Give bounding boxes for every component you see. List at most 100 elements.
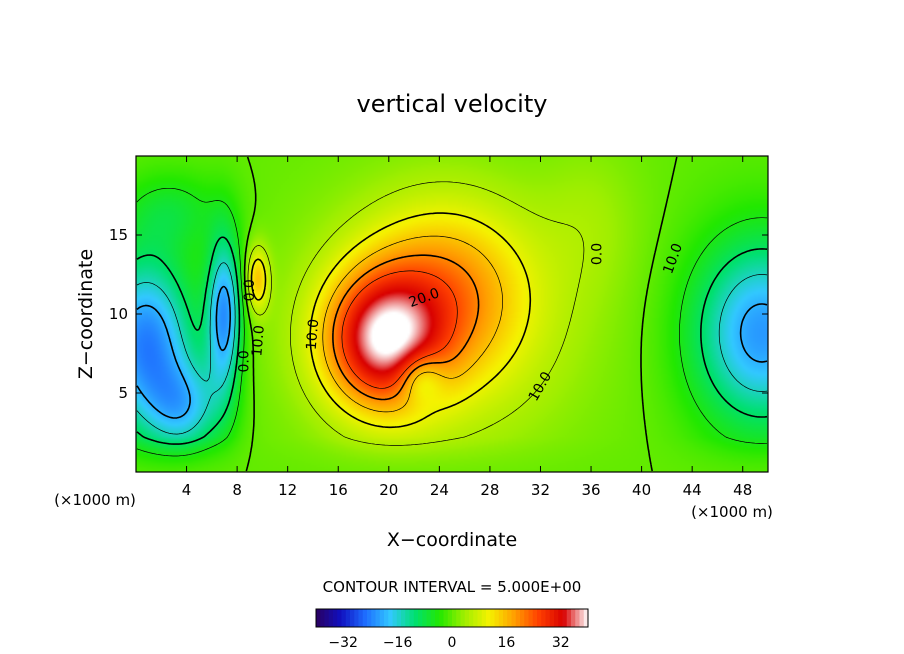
colorbar-swatch [435, 609, 440, 627]
colorbar-swatch [456, 609, 461, 627]
colorbar-swatch [392, 609, 398, 627]
colorbar-swatch [328, 609, 334, 627]
colorbar-swatch [405, 609, 410, 627]
colorbar-swatch [528, 609, 534, 627]
y-axis-label: Z−coordinate [75, 249, 97, 379]
colorbar-swatch [562, 609, 568, 627]
x-right-unit-label: (×1000 m) [691, 503, 773, 521]
colorbar-swatch [469, 609, 474, 627]
colorbar-frame [315, 608, 589, 628]
colorbar: −32 −16 0 16 32 [315, 608, 589, 651]
contour-line [136, 285, 768, 419]
chart-title: vertical velocity [357, 90, 548, 118]
colorbar-swatch [367, 609, 372, 627]
colorbar-swatch [575, 609, 580, 627]
colorbar-swatch [362, 609, 368, 627]
colorbar-swatch [333, 609, 338, 627]
colorbar-swatch [422, 609, 427, 627]
contour-line [243, 156, 678, 472]
colorbar-swatch [413, 609, 419, 627]
colorbar-swatch [371, 609, 376, 627]
colorbar-swatch [520, 609, 525, 627]
x-tick-label: 40 [632, 481, 651, 499]
colorbar-swatch [345, 609, 351, 627]
colorbar-swatch [401, 609, 406, 627]
colorbar-swatch [549, 609, 555, 627]
colorbar-swatch [473, 609, 478, 627]
x-tick-label: 48 [733, 481, 752, 499]
colorbar-tick-label: 32 [552, 635, 570, 651]
x-axis-label: X−coordinate [387, 529, 517, 551]
colorbar-tick-label: −32 [328, 635, 358, 651]
colorbar-swatch [341, 609, 347, 627]
colorbar-swatch [379, 609, 385, 627]
colorbar-swatch [486, 609, 491, 627]
y-tick-label: 15 [109, 226, 128, 244]
colorbar-swatch [507, 609, 512, 627]
x-tick-label: 16 [329, 481, 348, 499]
colorbar-swatch [537, 609, 542, 627]
colorbar-swatch [460, 609, 466, 627]
contour-label: 0.0 [242, 279, 258, 301]
x-left-unit-label: (×1000 m) [54, 491, 136, 509]
colorbar-swatch [354, 609, 359, 627]
colorbar-swatch [350, 609, 355, 627]
colorbar-tick-label: −16 [383, 635, 413, 651]
colorbar-swatch [481, 609, 487, 627]
colorbar-swatch [337, 609, 342, 627]
colorbar-swatch [532, 609, 538, 627]
x-tick-label: 36 [581, 481, 600, 499]
colorbar-swatch [452, 609, 457, 627]
x-tick-label: 44 [683, 481, 702, 499]
colorbar-swatch [541, 609, 546, 627]
x-tick-label: 12 [278, 481, 297, 499]
colorbar-swatch [515, 609, 521, 627]
colorbar-swatch [388, 609, 393, 627]
colorbar-tick-label: 16 [497, 635, 515, 651]
colorbar-swatch [418, 609, 423, 627]
colorbar-swatch [396, 609, 402, 627]
colorbar-swatch [447, 609, 453, 627]
colorbar-swatch [566, 609, 572, 627]
colorbar-swatch [439, 609, 444, 627]
colorbar-swatch [498, 609, 504, 627]
plot-area: 20.010.010.010.00.00.010.00.0 [135, 155, 769, 473]
colorbar-swatch [358, 609, 364, 627]
colorbar-swatch [464, 609, 470, 627]
contour-line [136, 187, 768, 457]
colorbar-swatch [490, 609, 495, 627]
x-tick-label: 8 [232, 481, 242, 499]
y-tick-label: 5 [118, 384, 128, 402]
vertical-velocity-field [136, 156, 768, 472]
colorbar-swatch [430, 609, 436, 627]
contour-label: 0.0 [237, 350, 253, 372]
colorbar-swatch [583, 609, 589, 627]
contour-line [247, 181, 585, 446]
colorbar-swatch [571, 609, 576, 627]
colorbar-swatch [324, 609, 330, 627]
colorbar-swatch [426, 609, 432, 627]
contour-interval-text: CONTOUR INTERVAL = 5.000E+00 [323, 578, 582, 596]
x-axis: 4 8 12 16 20 24 28 32 36 40 44 48 [182, 156, 752, 499]
contour-line [322, 235, 503, 413]
x-tick-label: 32 [531, 481, 550, 499]
contour-label: 10.0 [304, 318, 323, 350]
colorbar-swatch [554, 609, 559, 627]
x-tick-label: 24 [430, 481, 449, 499]
contour-line [250, 212, 532, 429]
x-tick-label: 20 [379, 481, 398, 499]
colorbar-swatch [511, 609, 517, 627]
colorbar-swatch [409, 609, 415, 627]
colorbar-swatch [375, 609, 381, 627]
colorbar-swatch [384, 609, 389, 627]
colorbar-swatch [316, 609, 321, 627]
y-tick-label: 10 [109, 305, 128, 323]
colorbar-swatch [524, 609, 529, 627]
colorbar-swatch [477, 609, 483, 627]
colorbar-swatch [579, 609, 585, 627]
x-tick-label: 28 [480, 481, 499, 499]
y-axis: 5 10 15 [109, 226, 768, 402]
contour-line [136, 262, 768, 435]
contour-lines [136, 156, 768, 472]
